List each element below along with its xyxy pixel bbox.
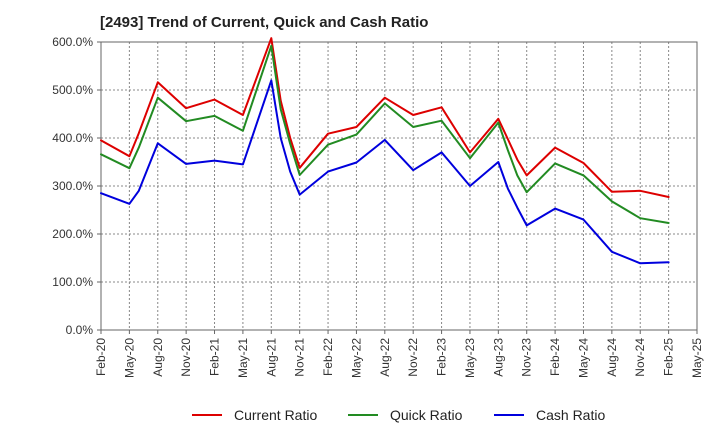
legend-item-current-ratio: Current Ratio bbox=[192, 404, 317, 426]
legend-swatch-cash-ratio bbox=[494, 414, 524, 416]
chart-title: [2493] Trend of Current, Quick and Cash … bbox=[100, 14, 429, 31]
x-tick-label: Feb-24 bbox=[548, 338, 562, 376]
legend-swatch-quick-ratio bbox=[348, 414, 378, 416]
x-tick-label: May-23 bbox=[463, 338, 477, 378]
legend-item-cash-ratio: Cash Ratio bbox=[494, 404, 605, 426]
x-tick-label: May-21 bbox=[236, 338, 250, 378]
y-tick-label: 500.0% bbox=[52, 83, 93, 97]
x-tick-label: Feb-20 bbox=[94, 338, 108, 376]
y-tick-label: 100.0% bbox=[52, 275, 93, 289]
legend-item-quick-ratio: Quick Ratio bbox=[348, 404, 462, 426]
x-tick-label: Nov-21 bbox=[293, 338, 307, 377]
legend-swatch-current-ratio bbox=[192, 414, 222, 416]
x-tick-label: Nov-23 bbox=[520, 338, 534, 377]
legend-label-cash-ratio: Cash Ratio bbox=[536, 407, 606, 423]
x-tick-label: Feb-22 bbox=[321, 338, 335, 376]
y-tick-label: 200.0% bbox=[52, 227, 93, 241]
x-tick-label: Nov-20 bbox=[179, 338, 193, 377]
x-tick-label: May-22 bbox=[349, 338, 363, 378]
y-tick-label: 600.0% bbox=[52, 35, 93, 49]
series-line-current-ratio bbox=[100, 37, 670, 198]
x-tick-label: Nov-24 bbox=[633, 338, 647, 377]
y-tick-label: 400.0% bbox=[52, 131, 93, 145]
series-line-cash-ratio bbox=[100, 79, 670, 265]
x-tick-label: Aug-23 bbox=[491, 338, 505, 377]
x-tick-label: Aug-21 bbox=[264, 338, 278, 377]
series-line-quick-ratio bbox=[100, 44, 670, 224]
x-tick-label: Aug-20 bbox=[151, 338, 165, 377]
x-tick-label: Feb-21 bbox=[208, 338, 222, 376]
x-tick-label: May-20 bbox=[122, 338, 136, 378]
legend-label-current-ratio: Current Ratio bbox=[234, 407, 318, 423]
legend-label-quick-ratio: Quick Ratio bbox=[390, 407, 463, 423]
x-tick-label: Aug-24 bbox=[605, 338, 619, 377]
x-tick-label: Nov-22 bbox=[406, 338, 420, 377]
x-tick-label: May-25 bbox=[690, 338, 704, 378]
x-tick-label: May-24 bbox=[576, 338, 590, 378]
x-tick-label: Feb-23 bbox=[435, 338, 449, 376]
chart-legend: Current Ratio Quick Ratio Cash Ratio bbox=[0, 404, 720, 426]
y-tick-label: 300.0% bbox=[52, 179, 93, 193]
x-tick-label: Feb-25 bbox=[662, 338, 676, 376]
plot-frame bbox=[100, 41, 698, 331]
y-tick-label: 0.0% bbox=[66, 323, 94, 337]
x-tick-label: Aug-22 bbox=[378, 338, 392, 377]
